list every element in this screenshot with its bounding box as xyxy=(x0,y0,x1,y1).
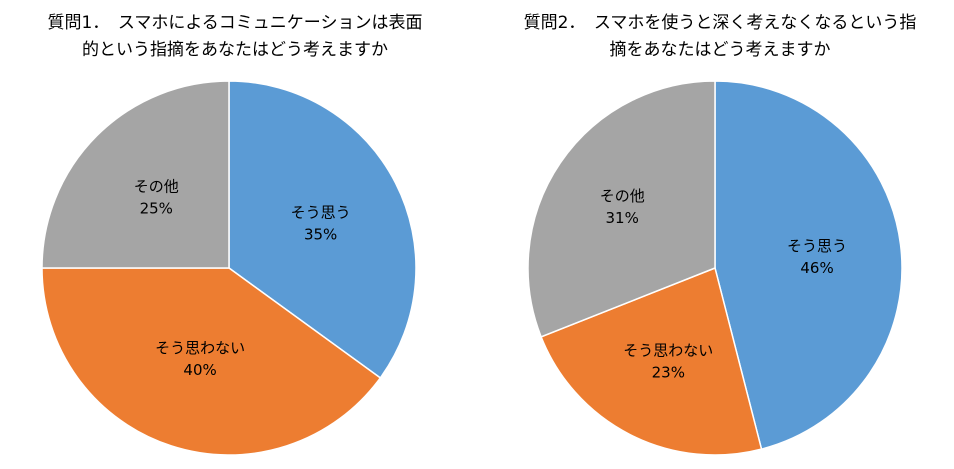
chart-2-slice-1 xyxy=(714,80,903,451)
chart-1-slice-3 xyxy=(41,80,230,269)
chart-1-slice-1 xyxy=(228,80,417,379)
chart-2-slice-1-label: そう思う xyxy=(787,237,847,255)
chart-1-slice-2 xyxy=(41,267,382,456)
chart-1-slice-3-value-label: 25% xyxy=(140,199,173,217)
chart-1-title-line1: 質問1． スマホによるコミュニケーションは表面 xyxy=(47,13,423,33)
chart-2-slice-3 xyxy=(527,80,716,338)
chart-2-title: 質問2． スマホを使うと深く考えなくなるという指 摘をあなたはどう考えますか xyxy=(490,10,950,64)
chart-2-slice-1-value-label: 46% xyxy=(800,259,833,277)
chart-2-title-line2: 摘をあなたはどう考えますか xyxy=(609,40,831,60)
chart-2-slice-3-value-label: 31% xyxy=(606,209,639,227)
chart-1-slice-2-label: そう思わない xyxy=(155,339,245,357)
chart-1-slice-3-label: その他 xyxy=(134,177,179,195)
chart-2-title-line1: 質問2． スマホを使うと深く考えなくなるという指 xyxy=(523,13,917,33)
chart-1-slice-1-label: そう思う xyxy=(291,203,351,221)
chart-2-slice-2-value-label: 23% xyxy=(652,364,685,382)
chart-1-title: 質問1． スマホによるコミュニケーションは表面 的という指摘をあなたはどう考えま… xyxy=(0,10,470,64)
chart-2-slice-2-label: そう思わない xyxy=(623,342,713,360)
chart-1-slice-1-value-label: 35% xyxy=(304,225,337,243)
chart-2-slice-3-label: その他 xyxy=(600,187,645,205)
chart-1-slice-2-value-label: 40% xyxy=(183,361,216,379)
chart-1-title-line2: 的という指摘をあなたはどう考えますか xyxy=(82,40,388,60)
chart-2-slice-2 xyxy=(540,266,763,456)
